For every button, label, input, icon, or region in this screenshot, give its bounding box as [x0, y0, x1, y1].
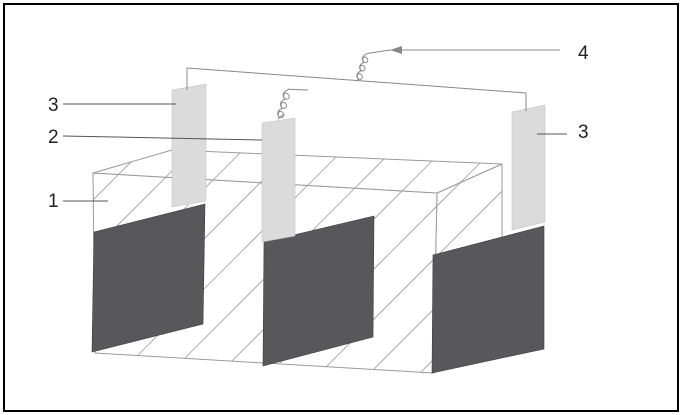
svg-text:3: 3: [578, 122, 589, 143]
svg-text:2: 2: [48, 127, 59, 148]
svg-text:1: 1: [48, 191, 59, 212]
svg-text:4: 4: [578, 43, 589, 64]
svg-text:3: 3: [48, 95, 59, 116]
